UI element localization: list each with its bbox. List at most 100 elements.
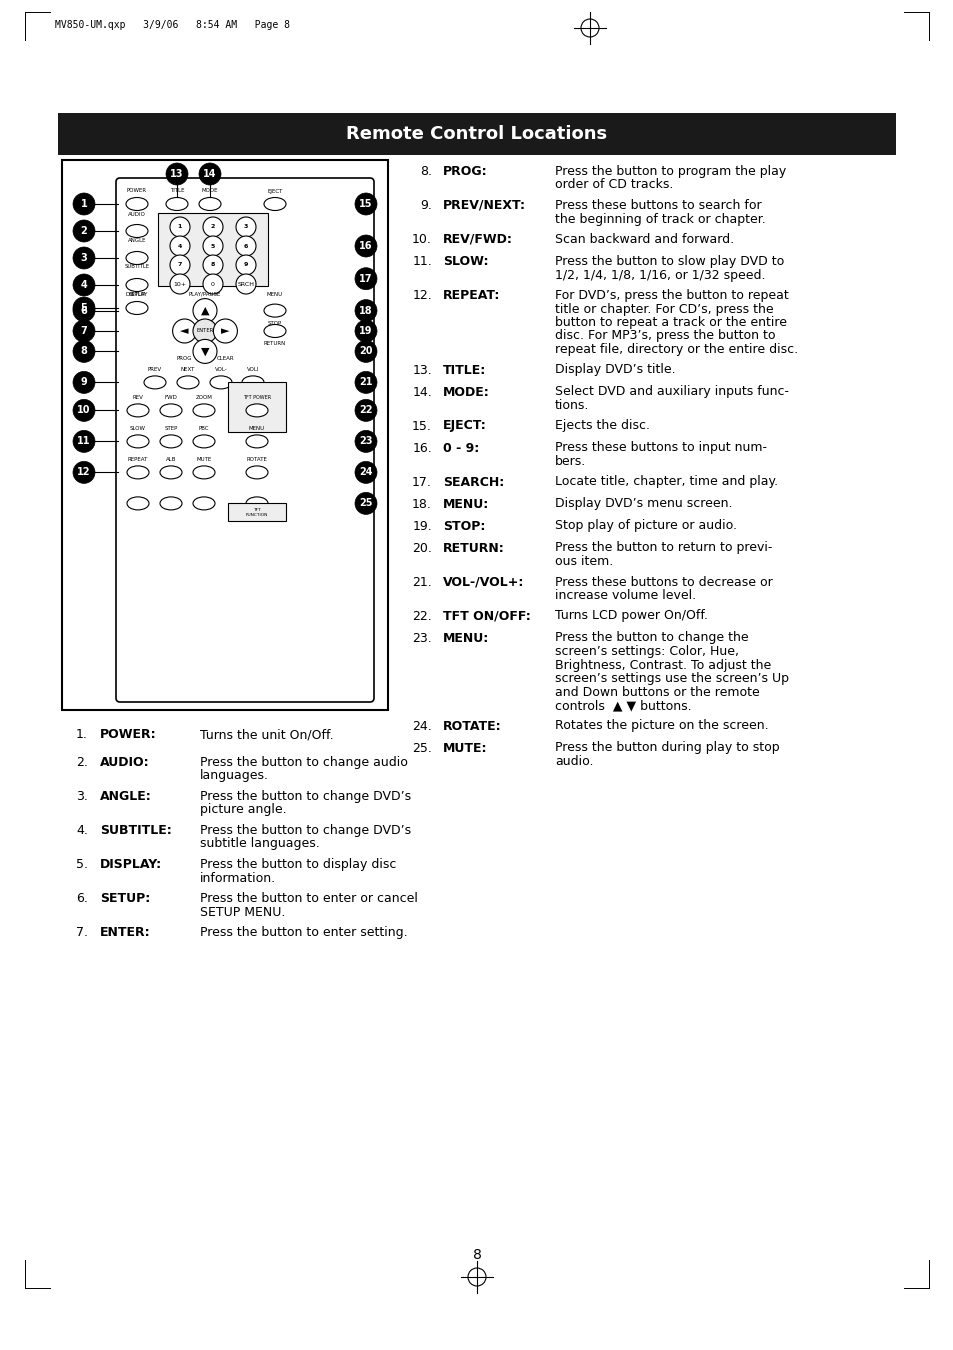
Circle shape <box>235 274 255 294</box>
Circle shape <box>235 255 255 275</box>
Text: the beginning of track or chapter.: the beginning of track or chapter. <box>555 212 765 225</box>
Circle shape <box>355 235 376 256</box>
Text: Rotates the picture on the screen.: Rotates the picture on the screen. <box>555 720 768 733</box>
Text: REPEAT:: REPEAT: <box>442 289 500 302</box>
Circle shape <box>73 297 95 319</box>
Text: 7: 7 <box>81 325 88 336</box>
Text: ANGLE:: ANGLE: <box>100 790 152 803</box>
Text: information.: information. <box>200 872 275 884</box>
Circle shape <box>355 400 376 421</box>
Text: Display DVD’s menu screen.: Display DVD’s menu screen. <box>555 498 732 510</box>
Text: ▲: ▲ <box>200 305 209 316</box>
Text: 25.: 25. <box>412 741 432 755</box>
Text: 10+: 10+ <box>173 282 186 286</box>
Text: 2: 2 <box>81 225 88 236</box>
Text: 6: 6 <box>81 305 88 316</box>
Text: 10: 10 <box>77 405 91 416</box>
Text: 8: 8 <box>80 347 88 356</box>
Text: VOL-/VOL+:: VOL-/VOL+: <box>442 575 524 589</box>
Text: SLOW:: SLOW: <box>442 255 488 269</box>
Ellipse shape <box>127 497 149 510</box>
Text: Press these buttons to search for: Press these buttons to search for <box>555 198 760 212</box>
Circle shape <box>170 236 190 256</box>
Text: 6.: 6. <box>76 892 88 904</box>
Text: Press the button to enter setting.: Press the button to enter setting. <box>200 926 407 940</box>
Text: SUBTITLE: SUBTITLE <box>125 265 150 270</box>
Text: 5: 5 <box>211 243 215 248</box>
Ellipse shape <box>246 404 268 417</box>
Text: TFT POWER: TFT POWER <box>243 396 271 400</box>
Circle shape <box>355 340 376 362</box>
Circle shape <box>213 319 237 343</box>
Text: NEXT: NEXT <box>181 367 195 371</box>
Text: TITLE:: TITLE: <box>442 363 486 377</box>
Ellipse shape <box>126 251 148 265</box>
Text: 4: 4 <box>81 279 88 290</box>
Ellipse shape <box>199 197 221 211</box>
Text: 4.: 4. <box>76 824 88 837</box>
Text: Press the button to change audio: Press the button to change audio <box>200 756 408 770</box>
Ellipse shape <box>126 301 148 315</box>
Text: 6: 6 <box>244 243 248 248</box>
Text: order of CD tracks.: order of CD tracks. <box>555 178 673 192</box>
Text: POWER:: POWER: <box>100 728 156 741</box>
Text: 17: 17 <box>359 274 373 284</box>
Circle shape <box>193 339 216 363</box>
Text: 13: 13 <box>170 169 184 180</box>
Text: screen’s settings use the screen’s Up: screen’s settings use the screen’s Up <box>555 672 788 684</box>
Text: DISPLAY: DISPLAY <box>126 292 148 297</box>
Text: ALB: ALB <box>166 456 176 462</box>
Circle shape <box>73 462 95 483</box>
Circle shape <box>355 193 376 215</box>
Ellipse shape <box>127 466 149 479</box>
Text: 4: 4 <box>177 243 182 248</box>
Text: 11.: 11. <box>412 255 432 269</box>
Text: Remote Control Locations: Remote Control Locations <box>346 126 607 143</box>
Circle shape <box>166 163 188 185</box>
Circle shape <box>73 320 95 342</box>
Ellipse shape <box>177 375 199 389</box>
Circle shape <box>170 255 190 275</box>
Ellipse shape <box>160 404 182 417</box>
Bar <box>158 213 268 286</box>
Circle shape <box>73 400 95 421</box>
Ellipse shape <box>210 375 232 389</box>
Text: ▼: ▼ <box>200 347 209 356</box>
Text: 22: 22 <box>359 405 373 416</box>
Text: SETUP: SETUP <box>128 292 146 297</box>
Text: MODE:: MODE: <box>442 386 489 398</box>
Circle shape <box>355 431 376 452</box>
Text: PREV/NEXT:: PREV/NEXT: <box>442 198 525 212</box>
Text: ZOOM: ZOOM <box>195 396 213 400</box>
Text: Press the button to program the play: Press the button to program the play <box>555 165 785 178</box>
Text: MODE: MODE <box>201 189 218 193</box>
Text: 10.: 10. <box>412 234 432 246</box>
Text: 12: 12 <box>77 467 91 478</box>
Text: MENU:: MENU: <box>442 498 489 510</box>
Text: 7.: 7. <box>76 926 88 940</box>
Text: and Down buttons or the remote: and Down buttons or the remote <box>555 686 759 698</box>
Text: SETUP MENU.: SETUP MENU. <box>200 906 285 918</box>
Text: EJECT: EJECT <box>267 189 282 193</box>
Text: Press the button to change the: Press the button to change the <box>555 632 748 644</box>
Text: MV850-UM.qxp   3/9/06   8:54 AM   Page 8: MV850-UM.qxp 3/9/06 8:54 AM Page 8 <box>55 20 290 30</box>
Bar <box>228 382 286 432</box>
Ellipse shape <box>144 375 166 389</box>
Text: 5.: 5. <box>76 859 88 871</box>
Text: 2: 2 <box>211 224 215 230</box>
FancyBboxPatch shape <box>116 178 374 702</box>
Text: 12.: 12. <box>412 289 432 302</box>
Text: 0: 0 <box>211 282 214 286</box>
Text: Locate title, chapter, time and play.: Locate title, chapter, time and play. <box>555 475 778 489</box>
Ellipse shape <box>246 497 268 510</box>
Text: 21: 21 <box>359 378 373 387</box>
Text: 17.: 17. <box>412 475 432 489</box>
Text: 11: 11 <box>77 436 91 447</box>
Text: Press the button to enter or cancel: Press the button to enter or cancel <box>200 892 417 904</box>
Text: CLEAR: CLEAR <box>216 356 234 362</box>
Text: subtitle languages.: subtitle languages. <box>200 837 319 850</box>
Text: POWER: POWER <box>127 189 147 193</box>
Circle shape <box>73 300 95 321</box>
Text: 3: 3 <box>81 252 88 263</box>
Text: 18: 18 <box>359 305 373 316</box>
